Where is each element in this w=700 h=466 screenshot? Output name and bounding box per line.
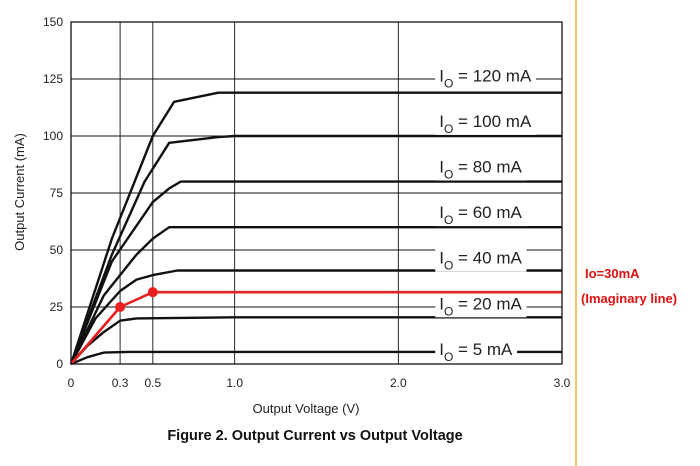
- series-label-background: [435, 338, 518, 363]
- series-layer: IO = 120 mA IO = 100 mA IO = 80 mA IO = 60 …: [69, 65, 562, 366]
- series-label: IO = 60 mA: [439, 203, 522, 227]
- highlight-point: [115, 302, 126, 312]
- highlight-layer: [70, 287, 562, 365]
- series-line: [69, 269, 562, 365]
- y-tick-label: 50: [50, 243, 64, 257]
- y-tick-label: 75: [50, 186, 64, 200]
- x-tick-label: 1.0: [226, 376, 243, 390]
- x-tick-label: 0: [68, 376, 75, 390]
- y-axis-label: Output Current (mA): [12, 133, 27, 251]
- series-label-background: [435, 202, 527, 227]
- series-line: [69, 226, 562, 365]
- x-tick-label: 0.3: [112, 376, 129, 390]
- series-label-background: [435, 293, 527, 318]
- annotation-line-2: (Imaginary line): [581, 291, 677, 306]
- y-tick-label: 125: [43, 72, 63, 86]
- annotation-line-1: Io=30mA: [585, 266, 640, 281]
- series-label-background: [435, 65, 536, 90]
- series-line: [69, 134, 562, 365]
- series-label: IO = 40 mA: [439, 249, 522, 273]
- series-line: [69, 91, 562, 365]
- tick-layer: 0 25 50 75 100 125 150 0 0.3 0.5 1.0 2.0 3.0: [43, 15, 571, 390]
- chart-title: Figure 2. Output Current vs Output Volta…: [167, 428, 462, 444]
- x-tick-label: 0.5: [144, 376, 161, 390]
- series-label: IO = 80 mA: [439, 157, 522, 181]
- series-label: IO = 100 mA: [439, 112, 532, 136]
- series-line: [69, 180, 562, 365]
- series-label-background: [435, 110, 536, 135]
- series-line: [70, 350, 562, 366]
- highlight-line: [70, 290, 562, 365]
- highlight-point: [147, 287, 158, 298]
- plot-frame: [70, 21, 563, 365]
- x-axis-label: Output Voltage (V): [253, 401, 360, 416]
- series-label-background: [435, 156, 527, 181]
- y-tick-label: 0: [56, 357, 63, 371]
- series-label-background: [435, 247, 527, 272]
- x-tick-label: 2.0: [390, 376, 407, 390]
- series-label: IO = 5 mA: [439, 340, 513, 364]
- x-tick-label: 3.0: [554, 376, 571, 390]
- y-tick-label: 25: [50, 300, 64, 314]
- series-label: IO = 120 mA: [439, 66, 532, 90]
- series-label: IO = 20 mA: [439, 294, 522, 318]
- y-tick-label: 100: [43, 129, 63, 143]
- y-tick-label: 150: [43, 15, 63, 29]
